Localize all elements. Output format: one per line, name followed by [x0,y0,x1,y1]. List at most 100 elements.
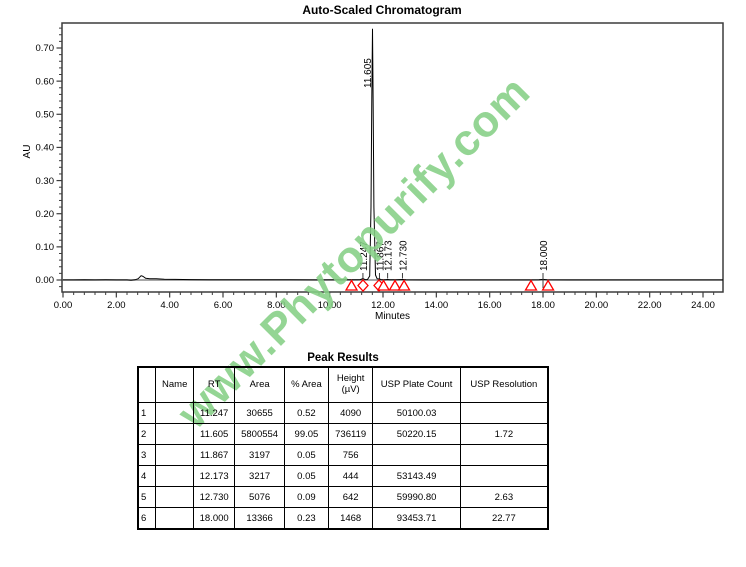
table-cell: 5800554 [234,423,286,445]
table-cell: 736119 [327,423,374,445]
table-cell: 11.605 [193,423,236,445]
column-header: USP Plate Count [372,366,461,403]
table-cell: 6 [137,507,157,530]
diamond-integration-marker [357,279,369,292]
table-cell: 50100.03 [372,402,461,424]
column-header: USP Resolution [459,366,549,403]
column-header: % Area [284,366,329,403]
table-row: 6 18.000 13366 0.23 1468 93453.71 22.77 [137,507,549,530]
header-row: Name RT Area% Area Height (µV) USP Plate Coun… [137,366,549,403]
x-tick-label: 22.00 [638,300,662,311]
table-cell: 3217 [234,465,286,487]
table-cell: 4090 [327,402,374,424]
table-cell [155,444,195,466]
table-cell: 0.09 [284,486,329,508]
peak-results-header: Name RT Area% Area Height (µV) USP Plate Coun… [137,366,549,403]
column-header: RT [193,366,236,403]
column-header: Area [234,366,286,403]
x-tick-label: 12.00 [371,300,395,311]
x-tick-label: 8.00 [267,300,286,311]
table-cell: 2 [137,423,157,445]
table-cell [459,444,549,466]
table-cell: 3197 [234,444,286,466]
x-tick-label: 16.00 [478,300,502,311]
table-row: 1 11.247 30655 0.52 4090 50100.03 [137,402,549,424]
x-tick-label: 4.00 [160,300,179,311]
column-header: Name [155,366,195,403]
x-axis-label: Minutes [375,311,410,322]
plot-border [61,22,724,293]
table-cell: 5 [137,486,157,508]
peak-results-table: Name RT Area% Area Height (µV) USP Plate Coun… [137,366,549,530]
y-tick-label: 0.70 [36,43,55,54]
peak-label: 11.605 [363,58,374,88]
triangle-integration-marker [397,279,411,291]
table-cell: 0.23 [284,507,329,530]
y-tick-label: 0.50 [36,109,55,120]
peak-results-section: Peak Results Name RT Area% Area Height (µV) U… [137,352,549,530]
table-cell: 1 [137,402,157,424]
peak-label: 12.173 [384,240,395,271]
table-cell: 53143.49 [372,465,461,487]
table-row: 3 11.867 3197 0.05 756 [137,444,549,466]
table-cell: 22.77 [459,507,549,530]
triangle-integration-marker [541,279,555,291]
table-cell: 50220.15 [372,423,461,445]
x-tick-label: 24.00 [691,300,715,311]
triangle-integration-marker [524,279,538,291]
table-cell: 444 [327,465,374,487]
x-tick-label: 20.00 [584,300,608,311]
table-cell: 0.05 [284,465,329,487]
table-cell: 93453.71 [372,507,461,530]
chromatogram-plot: 0.00 0.10 0.20 0.30 0.40 0.50 0.60 0.70 0.00 2.00… [22,22,724,322]
table-cell: 13366 [234,507,286,530]
table-cell: 1.72 [459,423,549,445]
y-tick-label: 0.00 [36,275,55,286]
x-tick-label: 2.00 [107,300,126,311]
table-cell [155,465,195,487]
x-tick-label: 14.00 [424,300,448,311]
column-header: Height (µV) [327,366,374,403]
chart-title: Auto-Scaled Chromatogram [302,3,462,17]
y-tick-label: 0.60 [36,76,55,87]
triangle-integration-marker [344,279,359,291]
table-row: 2 11.605 5800554 99.05 736119 50220.15 1.72 [137,423,549,445]
table-cell [459,465,549,487]
triangle-integration-marker [388,279,402,291]
table-cell: 756 [327,444,374,466]
table-cell: 99.05 [284,423,329,445]
table-cell [155,507,195,530]
peak-label: 12.730 [398,240,409,271]
table-cell [459,402,549,424]
table-cell: 12.730 [193,486,236,508]
table-cell [155,402,195,424]
y-tick-label: 0.30 [36,176,55,187]
table-cell: 12.173 [193,465,236,487]
table-cell: 3 [137,444,157,466]
table-row: 4 12.173 3217 0.05 444 53143.49 [137,465,549,487]
y-tick-label: 0.10 [36,242,55,253]
peak-label: 11.867 [375,241,386,271]
y-tick-label: 0.20 [36,209,55,220]
peak-results-body: 1 11.247 30655 0.52 4090 50100.03 2 11.605 58005… [137,402,549,530]
x-tick-label: 0.00 [54,300,73,311]
x-tick-label: 10.00 [318,300,342,311]
table-cell: 11.867 [193,444,236,466]
table-cell: 59990.80 [372,486,461,508]
table-cell: 30655 [234,402,286,424]
table-row: 5 12.730 5076 0.09 642 59990.80 2.63 [137,486,549,508]
peak-results-title: Peak Results [307,352,379,364]
table-cell: 18.000 [193,507,236,530]
peak-label: 11.247 [359,241,370,271]
column-header [137,366,157,403]
table-cell: 642 [327,486,374,508]
x-tick-label: 6.00 [214,300,233,311]
x-tick-label: 18.00 [531,300,555,311]
table-cell: 0.52 [284,402,329,424]
y-tick-label: 0.40 [36,143,55,154]
table-cell: 2.63 [459,486,549,508]
table-cell: 4 [137,465,157,487]
table-cell: 5076 [234,486,286,508]
peak-label: 18.000 [539,240,550,271]
